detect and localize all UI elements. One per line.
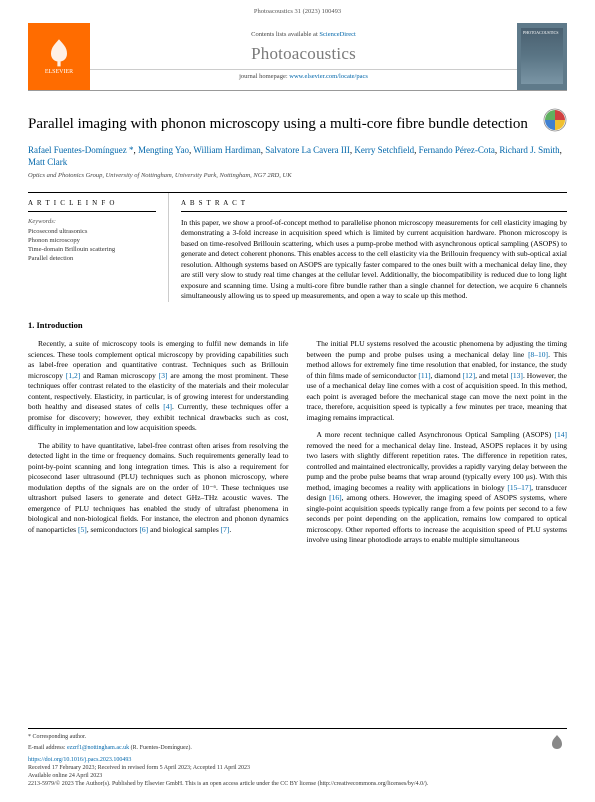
doi-link[interactable]: https://doi.org/10.1016/j.pacs.2023.1004… [28,757,131,763]
doi-line: https://doi.org/10.1016/j.pacs.2023.1004… [28,756,567,764]
email-line: E-mail address: ezzrf1@nottingham.ac.uk … [28,744,567,752]
citation[interactable]: [5] [78,525,87,534]
author-link[interactable]: Mengting Yao [138,145,189,155]
abstract: A B S T R A C T In this paper, we show a… [168,193,567,301]
author-link[interactable]: Richard J. Smith [499,145,559,155]
homepage-line: journal homepage: www.elsevier.com/locat… [90,69,517,82]
contents-line: Contents lists available at ScienceDirec… [251,31,356,40]
citation[interactable]: [16] [329,493,342,502]
citation[interactable]: [8–10] [528,350,548,359]
article-title: Parallel imaging with phonon microscopy … [28,115,567,134]
citation[interactable]: [14] [555,430,568,439]
keyword: Time-domain Brillouin scattering [28,245,156,254]
section-heading: 1. Introduction [28,320,567,331]
running-head: Photoacoustics 31 (2023) 100493 [0,8,595,17]
homepage-prefix: journal homepage: [239,73,289,80]
elsevier-logo: ELSEVIER [28,23,90,90]
abstract-head: A B S T R A C T [181,199,567,211]
sciencedirect-link[interactable]: ScienceDirect [319,31,355,38]
journal-name: Photoacoustics [251,43,356,66]
author-list: Rafael Fuentes-Domínguez *, Mengting Yao… [28,144,567,169]
paragraph: Recently, a suite of microscopy tools is… [28,339,289,434]
citation[interactable]: [6] [139,525,148,534]
received-line: Received 17 February 2023; Received in r… [28,764,567,772]
citation[interactable]: [1,2] [66,371,80,380]
email-name: (R. Fuentes-Domínguez). [129,745,192,751]
citation[interactable]: [13] [510,371,523,380]
article-info: A R T I C L E I N F O Keywords: Picoseco… [28,193,168,301]
paragraph: A more recent technique called Asynchron… [307,430,568,546]
keyword: Phonon microscopy [28,236,156,245]
elsevier-footer-icon [547,733,567,753]
paragraph: The ability to have quantitative, label-… [28,441,289,536]
title-block: Parallel imaging with phonon microscopy … [28,115,567,181]
journal-cover: PHOTOACOUSTICS [517,23,567,90]
author-link[interactable]: Rafael Fuentes-Domínguez * [28,145,133,155]
info-abstract-row: A R T I C L E I N F O Keywords: Picoseco… [28,192,567,301]
abstract-text: In this paper, we show a proof-of-concep… [181,218,567,302]
body: 1. Introduction Recently, a suite of mic… [28,320,567,548]
elsevier-tree-icon [43,36,75,68]
journal-header: ELSEVIER Contents lists available at Sci… [28,23,567,91]
affiliation: Optics and Photonics Group, University o… [28,172,567,181]
author-link[interactable]: William Hardiman [193,145,260,155]
citation[interactable]: [12] [463,371,476,380]
citation[interactable]: [3] [159,371,168,380]
body-columns: Recently, a suite of microscopy tools is… [28,339,567,547]
email-link[interactable]: ezzrf1@nottingham.ac.uk [67,745,129,751]
info-head: A R T I C L E I N F O [28,199,156,211]
keywords-label: Keywords: [28,218,156,227]
keyword: Picosecond ultrasonics [28,227,156,236]
corresponding-author: * Corresponding author. [28,733,567,741]
citation[interactable]: [4] [163,402,172,411]
elsevier-label: ELSEVIER [45,68,73,76]
header-center: Contents lists available at ScienceDirec… [90,23,517,90]
check-updates-icon[interactable] [543,108,567,132]
author-link[interactable]: Fernando Pérez-Cota [419,145,495,155]
cover-thumbnail: PHOTOACOUSTICS [521,28,563,84]
keyword: Parallel detection [28,254,156,263]
homepage-link[interactable]: www.elsevier.com/locate/pacs [289,73,368,80]
footer: * Corresponding author. E-mail address: … [28,728,567,788]
citation[interactable]: [11] [418,371,430,380]
available-line: Available online 24 April 2023 [28,772,567,780]
author-link[interactable]: Salvatore La Cavera III [265,145,350,155]
contents-prefix: Contents lists available at [251,31,319,38]
keywords-list: Picosecond ultrasonics Phonon microscopy… [28,227,156,263]
license-line: 2213-5979/© 2023 The Author(s). Publishe… [28,780,567,788]
email-label: E-mail address: [28,745,67,751]
author-link[interactable]: Kerry Setchfield [354,145,414,155]
paragraph: The initial PLU systems resolved the aco… [307,339,568,423]
citation[interactable]: [15–17] [507,483,531,492]
author-link[interactable]: Matt Clark [28,157,67,167]
